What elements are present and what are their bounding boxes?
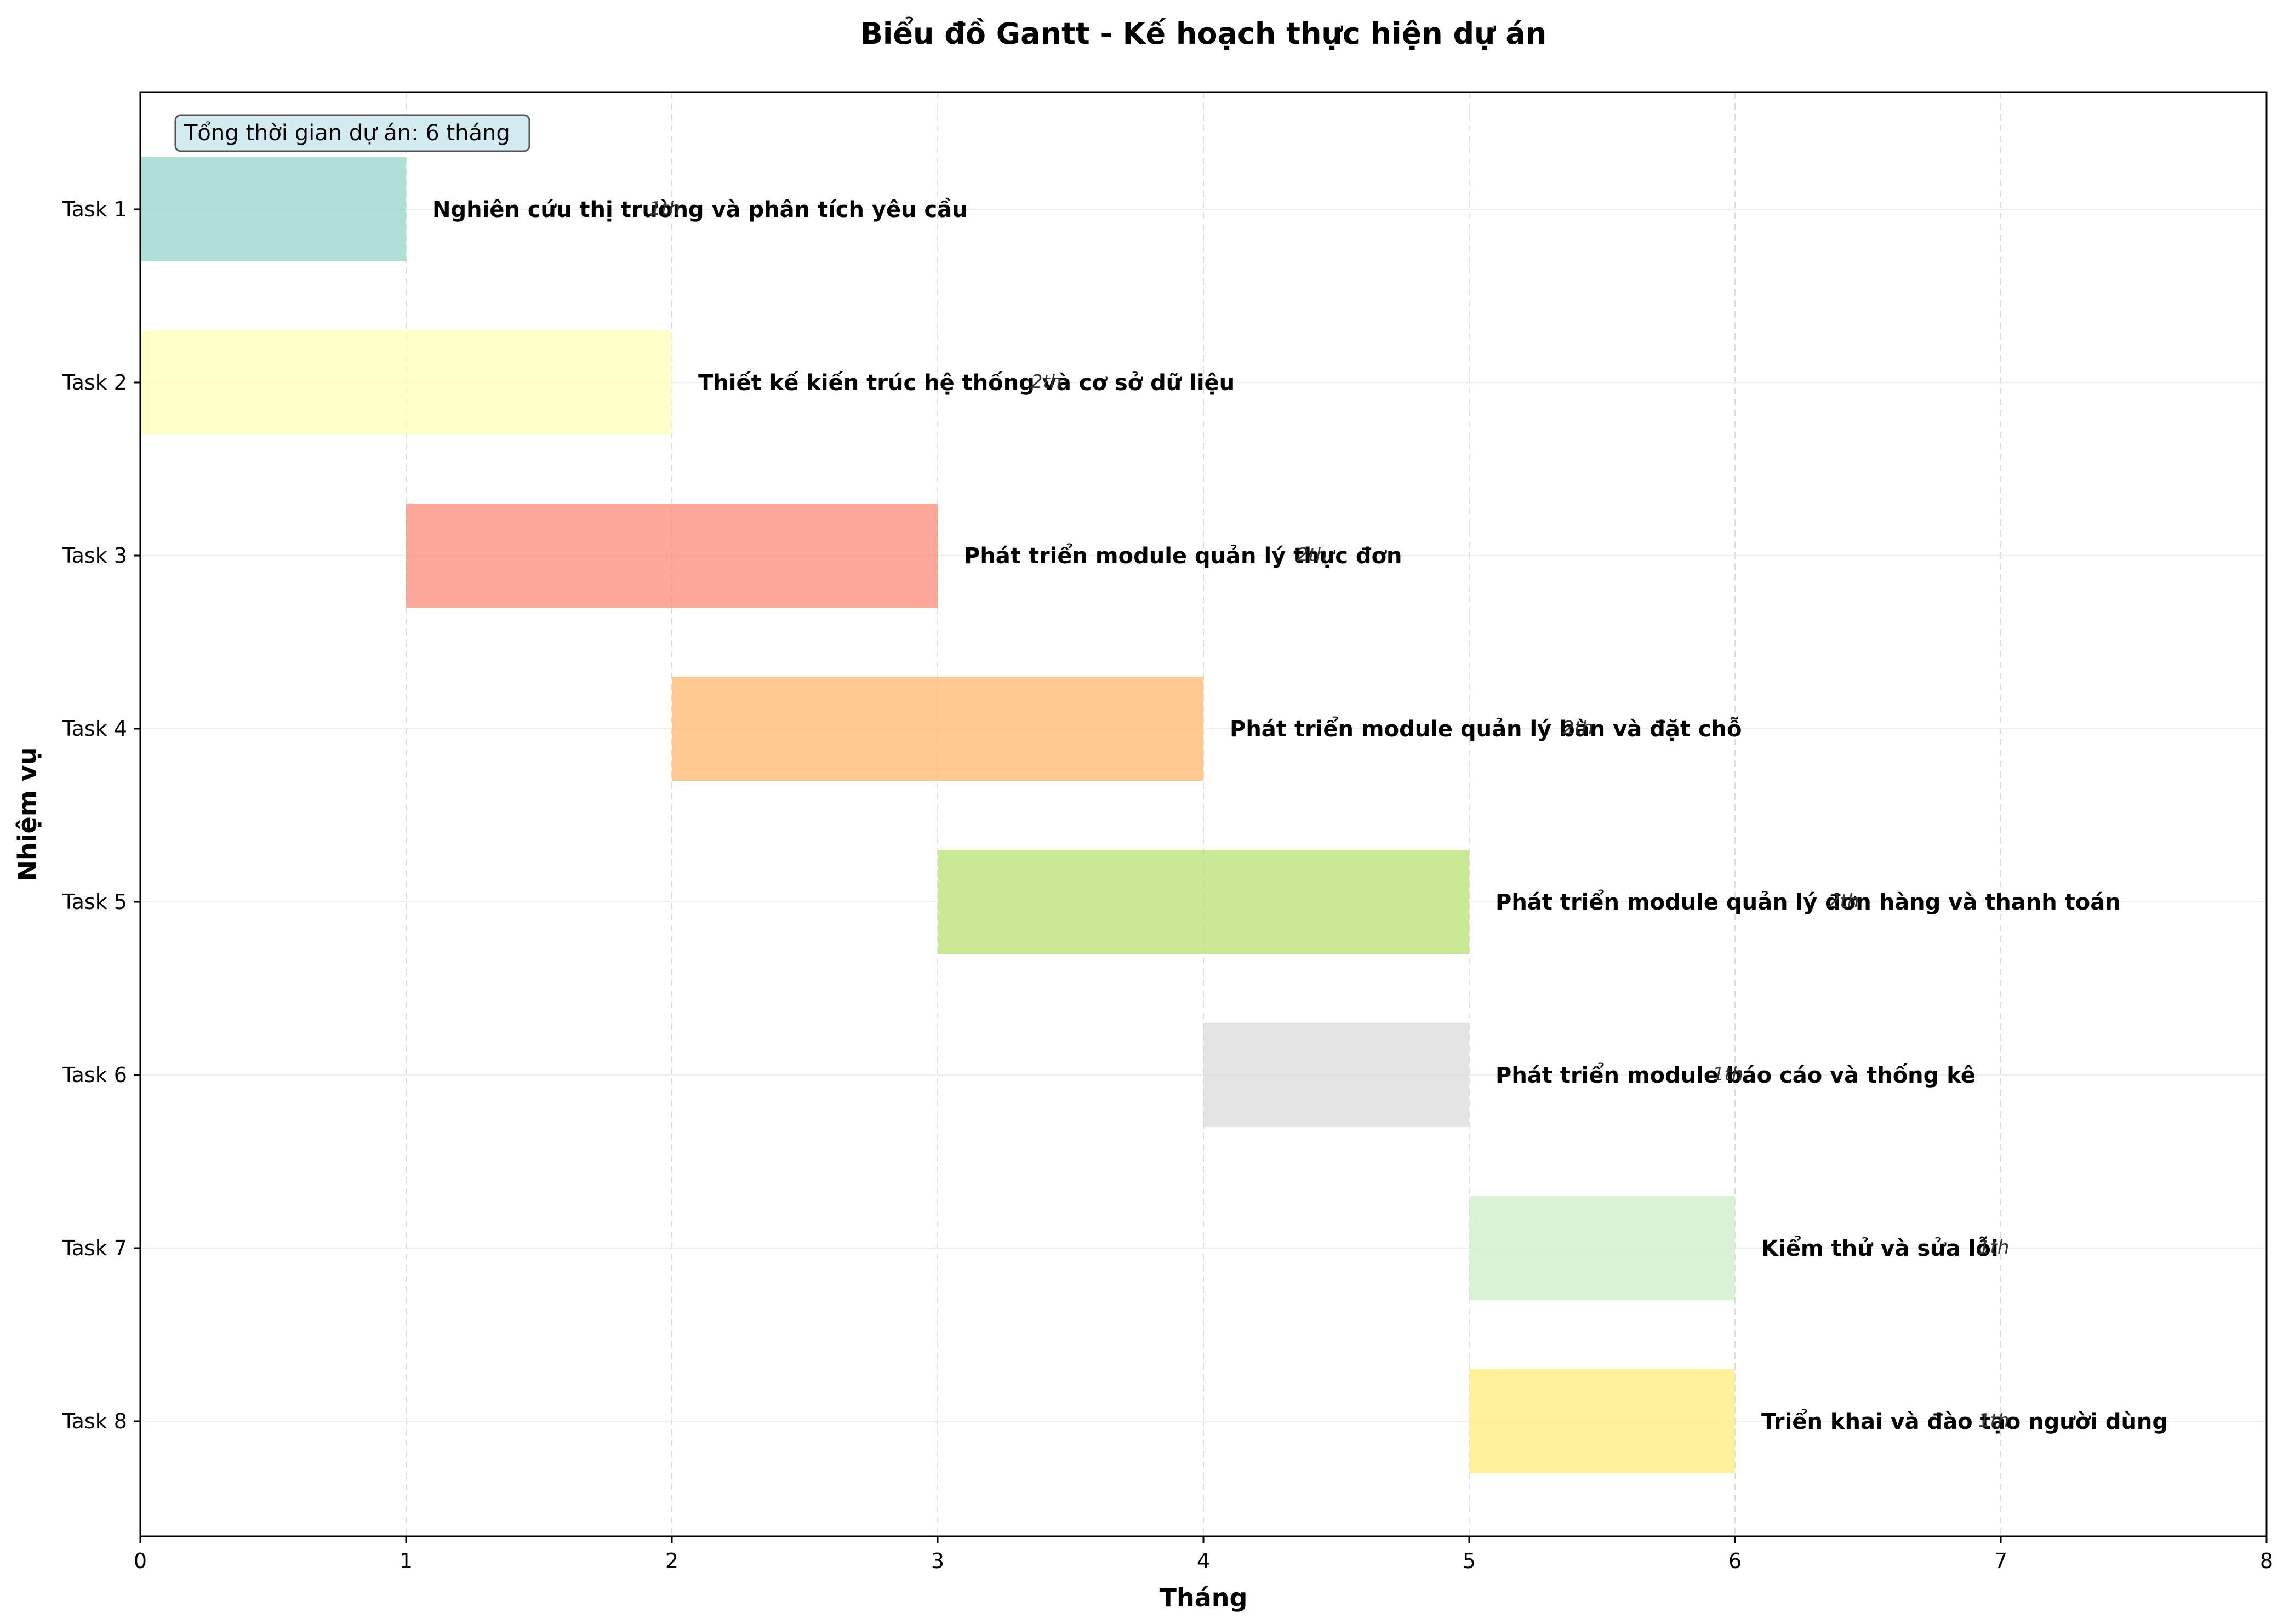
task-bar [672, 677, 1203, 781]
task-bar [140, 157, 406, 261]
task-name-label: Phát triển module quản lý thực đơn [964, 542, 1402, 569]
task-name-label: Phát triển module quản lý bàn và đặt chỗ [1230, 716, 1742, 742]
y-tick-label: Task 3 [62, 544, 127, 568]
x-tick-label: 3 [931, 1549, 944, 1573]
task-name-label: Kiểm thử và sửa lỗi [1761, 1235, 1999, 1261]
bars [140, 157, 1735, 1473]
x-tick-label: 2 [665, 1549, 678, 1573]
y-tick-label: Task 1 [62, 197, 127, 221]
project-duration-note: Tổng thời gian dự án: 6 tháng [174, 114, 530, 152]
task-bar [406, 504, 938, 608]
task-bar [140, 330, 672, 434]
x-tick-label: 1 [399, 1549, 413, 1573]
task-duration-label: 1th [1978, 1237, 2010, 1259]
task-name-label: Phát triển module quản lý đơn hàng và th… [1496, 889, 2121, 915]
x-axis-label: Tháng [1160, 1583, 1248, 1612]
task-bar [1469, 1196, 1735, 1300]
task-bar [1469, 1369, 1735, 1473]
note-text: Tổng thời gian dự án: 6 tháng [184, 121, 510, 146]
task-duration-label: 1th [649, 198, 681, 220]
task-duration-label: 1th [1713, 1063, 1744, 1085]
x-tick-label: 5 [1463, 1549, 1476, 1573]
task-duration-label: 2th [1828, 890, 1859, 912]
y-tick-label: Task 2 [62, 370, 127, 394]
x-tick-label: 8 [2260, 1549, 2273, 1573]
y-tick-label: Task 5 [62, 890, 127, 914]
bar-labels: Nghiên cứu thị trường và phân tích yêu c… [432, 197, 2168, 1434]
chart-title: Biểu đồ Gantt - Kế hoạch thực hiện dự án [860, 16, 1547, 51]
y-tick-label: Task 8 [62, 1409, 127, 1433]
task-bar [938, 850, 1469, 954]
x-tick-label: 6 [1728, 1549, 1742, 1573]
x-axis-ticks: 0 1 2 3 4 5 6 7 8 [134, 1536, 2273, 1573]
task-duration-label: 2th [1562, 717, 1594, 739]
task-name-label: Phát triển module báo cáo và thống kê [1496, 1062, 1976, 1088]
task-name-label: Nghiên cứu thị trường và phân tích yêu c… [432, 197, 968, 222]
y-tick-label: Task 4 [62, 717, 127, 741]
x-tick-label: 4 [1197, 1549, 1210, 1573]
task-duration-label: 1th [1978, 1410, 2010, 1432]
x-tick-label: 0 [134, 1549, 147, 1573]
x-tick-label: 7 [1994, 1549, 2007, 1573]
task-name-label: Triển khai và đào tạo người dùng [1761, 1408, 2168, 1434]
y-axis-ticks: Task 1 Task 2 Task 3 Task 4 Task 5 Task 6 Task… [62, 197, 140, 1433]
grid [140, 92, 2267, 1536]
task-name-label: Thiết kế kiến trúc hệ thống và cơ sở dữ … [698, 370, 1235, 396]
y-tick-label: Task 7 [62, 1236, 127, 1260]
y-axis-label: Nhiệm vụ [13, 747, 42, 882]
y-tick-label: Task 6 [62, 1063, 127, 1087]
task-duration-label: 2th [1031, 371, 1062, 393]
task-bar [1203, 1023, 1469, 1127]
note-box [174, 114, 530, 152]
task-duration-label: 2th [1297, 544, 1328, 566]
